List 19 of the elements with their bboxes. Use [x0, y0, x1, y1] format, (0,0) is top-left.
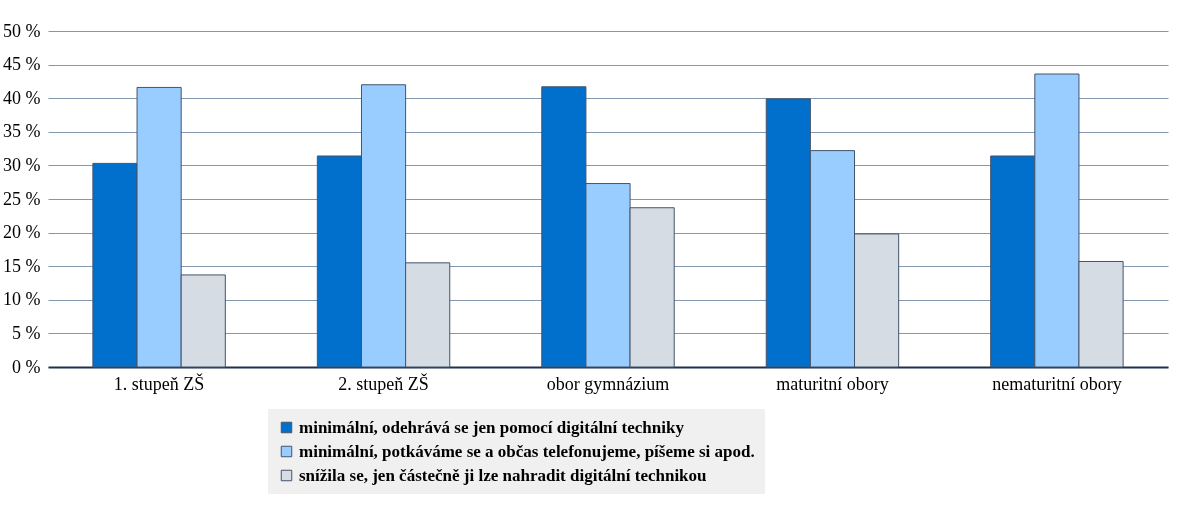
- y-tick-label: 40 %: [3, 87, 41, 108]
- x-tick-label: nematuritní obory: [992, 373, 1122, 394]
- y-tick-label: 30 %: [3, 154, 41, 175]
- y-tick-label: 35 %: [3, 121, 41, 142]
- x-tick-label: maturitní obory: [776, 373, 889, 394]
- x-tick-label: 1. stupeň ZŠ: [113, 372, 205, 394]
- x-tick-label: obor gymnázium: [546, 373, 670, 394]
- y-tick-label: 50 %: [3, 20, 41, 41]
- y-tick-label: 25 %: [3, 188, 41, 209]
- legend-label: minimální, odehrává se jen pomocí digitální techniky: [299, 417, 685, 437]
- legend-label: snížila se, jen částečně ji lze nahradit digitální technikou: [299, 465, 707, 485]
- y-tick-label: 20 %: [3, 222, 41, 243]
- y-tick-label: 0 %: [12, 356, 41, 377]
- legend-label: minimální, potkáváme se a občas telefonujeme, píšeme si apod.: [299, 441, 755, 461]
- y-tick-label: 15 %: [3, 255, 41, 276]
- y-tick-label: 5 %: [12, 322, 41, 343]
- x-tick-label: 2. stupeň ZŠ: [338, 372, 429, 394]
- y-tick-label: 10 %: [3, 289, 41, 310]
- y-tick-label: 45 %: [3, 54, 41, 75]
